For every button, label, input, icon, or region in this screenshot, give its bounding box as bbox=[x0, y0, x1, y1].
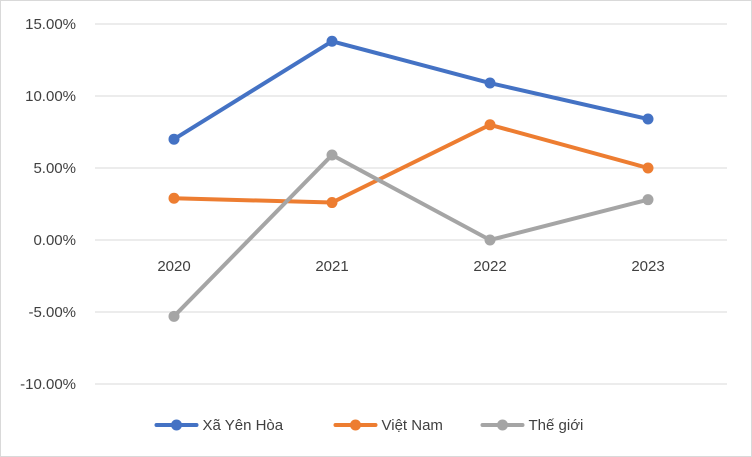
legend-marker bbox=[171, 419, 182, 431]
legend-item: Thế giới bbox=[480, 417, 584, 434]
data-point bbox=[642, 162, 654, 174]
legend-marker bbox=[350, 419, 361, 431]
legend-label: Xã Yên Hòa bbox=[203, 417, 284, 434]
x-axis-tick-labels: 2020 2021 2022 2023 bbox=[157, 258, 664, 275]
gridlines bbox=[95, 23, 727, 385]
y-tick-label: -5.00% bbox=[28, 304, 76, 321]
legend-label: Việt Nam bbox=[382, 417, 443, 434]
series-2 bbox=[168, 119, 654, 209]
x-tick-label: 2023 bbox=[631, 258, 664, 275]
data-point bbox=[484, 77, 496, 89]
y-tick-label: -10.00% bbox=[20, 376, 76, 393]
data-point bbox=[484, 119, 496, 131]
legend-marker bbox=[497, 419, 508, 431]
data-point bbox=[326, 35, 338, 47]
data-point bbox=[326, 149, 338, 161]
legend: Xã Yên Hòa Việt Nam Thế giới bbox=[154, 417, 584, 434]
y-tick-label: 15.00% bbox=[25, 16, 76, 33]
series-line bbox=[172, 39, 650, 142]
y-tick-label: 5.00% bbox=[33, 160, 76, 177]
series-line bbox=[172, 153, 650, 319]
data-point bbox=[484, 234, 496, 246]
series-line bbox=[172, 122, 650, 205]
series-3 bbox=[168, 149, 654, 322]
y-tick-label: 10.00% bbox=[25, 88, 76, 105]
series-lines bbox=[168, 35, 654, 322]
data-point bbox=[326, 197, 338, 209]
legend-item: Việt Nam bbox=[333, 417, 443, 434]
data-point bbox=[642, 113, 654, 125]
x-tick-label: 2021 bbox=[315, 258, 348, 275]
data-point bbox=[168, 133, 180, 145]
x-tick-label: 2022 bbox=[473, 258, 506, 275]
data-point bbox=[642, 194, 654, 206]
y-axis-tick-labels: 15.00% 10.00% 5.00% 0.00% -5.00% -10.00% bbox=[20, 16, 76, 393]
data-point bbox=[168, 192, 180, 204]
series-1 bbox=[168, 35, 654, 145]
y-tick-label: 0.00% bbox=[33, 232, 76, 249]
legend-item: Xã Yên Hòa bbox=[154, 417, 284, 434]
legend-label: Thế giới bbox=[529, 417, 584, 434]
data-point bbox=[168, 310, 180, 322]
x-tick-label: 2020 bbox=[157, 258, 190, 275]
